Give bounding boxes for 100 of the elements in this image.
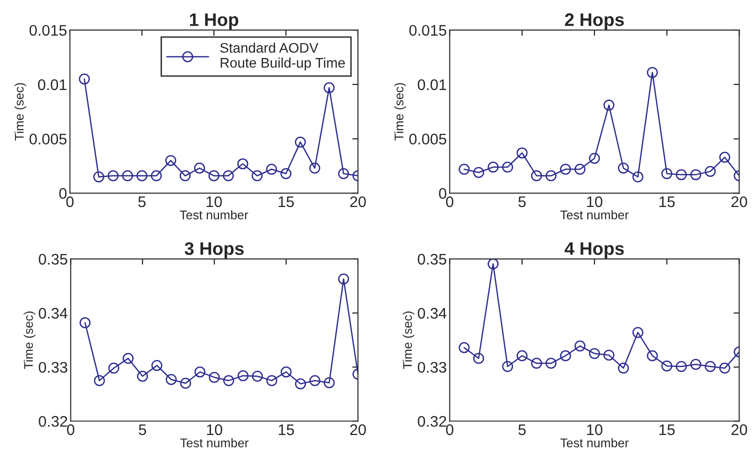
- point: [165, 155, 176, 166]
- point: [294, 136, 306, 148]
- y-tick-label: 0.35: [418, 254, 446, 265]
- point: [136, 170, 148, 182]
- point: [676, 361, 687, 372]
- x-tick-label: 0: [446, 424, 454, 436]
- point: [618, 362, 629, 374]
- point: [603, 100, 614, 111]
- point: [151, 360, 162, 371]
- x-tick-label: 10: [587, 196, 602, 208]
- point: [531, 358, 542, 369]
- x-axis-title: Test number: [180, 210, 248, 220]
- x-tick-label: 15: [278, 196, 294, 208]
- chart-title: 4 Hops: [564, 242, 624, 259]
- x-tick-label: 20: [350, 424, 366, 436]
- point: [80, 317, 91, 328]
- point: [574, 164, 586, 175]
- y-axis-title: Time (sec): [402, 312, 414, 370]
- point: [690, 358, 702, 370]
- y-tick-label: 0.34: [38, 308, 68, 319]
- y-tick-label: 0.35: [38, 254, 68, 265]
- x-tick-label: 5: [138, 196, 146, 208]
- legend-label: Standard AODV Route Build-up Time: [220, 42, 345, 70]
- point: [237, 158, 248, 170]
- point: [618, 162, 629, 174]
- point: [458, 164, 470, 175]
- y-axis-title: Time (sec): [24, 312, 36, 370]
- point: [488, 258, 499, 270]
- point: [280, 168, 292, 180]
- point: [252, 370, 263, 382]
- point: [309, 375, 320, 386]
- x-tick-label: 0: [446, 196, 454, 208]
- point: [588, 152, 600, 164]
- y-tick-label: 0.33: [418, 362, 446, 373]
- point: [704, 166, 716, 177]
- point: [122, 352, 134, 364]
- x-tick-label: 15: [660, 424, 675, 436]
- point: [502, 361, 514, 372]
- point: [603, 350, 614, 361]
- point: [252, 170, 263, 182]
- point: [208, 372, 220, 383]
- y-tick-label: 0.33: [38, 362, 68, 373]
- chart-title: 2 Hops: [564, 13, 624, 30]
- point: [166, 374, 177, 385]
- point: [704, 361, 716, 372]
- point: [122, 170, 134, 182]
- x-tick-label: 5: [138, 424, 146, 436]
- point: [661, 360, 672, 372]
- point: [458, 342, 470, 354]
- point: [632, 171, 644, 182]
- point: [280, 366, 292, 378]
- x-tick-label: 20: [350, 196, 366, 208]
- point: [546, 170, 557, 182]
- y-tick-label: 0.32: [38, 416, 68, 427]
- point: [516, 350, 528, 362]
- point: [93, 171, 104, 182]
- y-axis-title: Time (sec): [14, 83, 26, 141]
- x-tick-label: 20: [731, 196, 748, 208]
- point: [266, 375, 278, 386]
- x-tick-label: 5: [518, 424, 526, 436]
- chart-title: 3 Hops: [184, 242, 244, 259]
- point: [150, 170, 162, 182]
- point: [690, 169, 702, 180]
- point: [194, 366, 206, 378]
- point: [473, 352, 484, 364]
- point: [309, 162, 320, 174]
- point: [180, 170, 191, 182]
- point: [94, 375, 105, 386]
- point: [516, 147, 528, 158]
- x-axis-title: Test number: [180, 438, 249, 448]
- point: [338, 273, 350, 284]
- point: [646, 66, 658, 78]
- chart-title: 1 Hop: [190, 13, 238, 30]
- y-tick-label: 0.005: [30, 134, 67, 144]
- point: [194, 162, 206, 174]
- point: [646, 350, 658, 362]
- point: [238, 370, 249, 382]
- point: [266, 164, 278, 175]
- y-tick-label: 0.01: [38, 79, 66, 90]
- point: [137, 370, 148, 382]
- point: [208, 170, 220, 182]
- y-axis-title: Time (sec): [394, 83, 406, 141]
- point: [473, 167, 484, 178]
- point: [632, 326, 644, 338]
- point: [560, 164, 571, 175]
- y-tick-label: 0.015: [30, 24, 67, 36]
- point: [719, 362, 730, 374]
- y-tick-label: 0: [439, 188, 446, 199]
- x-axis-title: Test number: [560, 438, 629, 448]
- point: [78, 74, 90, 84]
- point: [574, 340, 586, 352]
- point: [676, 169, 687, 180]
- point: [546, 358, 557, 369]
- x-axis-title: Test number: [560, 210, 629, 220]
- y-tick-label: 0: [59, 188, 67, 199]
- x-tick-label: 5: [518, 196, 526, 208]
- y-tick-label: 0.01: [418, 79, 446, 90]
- y-tick-label: 0.015: [409, 24, 446, 36]
- point: [560, 350, 571, 362]
- x-tick-label: 10: [206, 196, 222, 208]
